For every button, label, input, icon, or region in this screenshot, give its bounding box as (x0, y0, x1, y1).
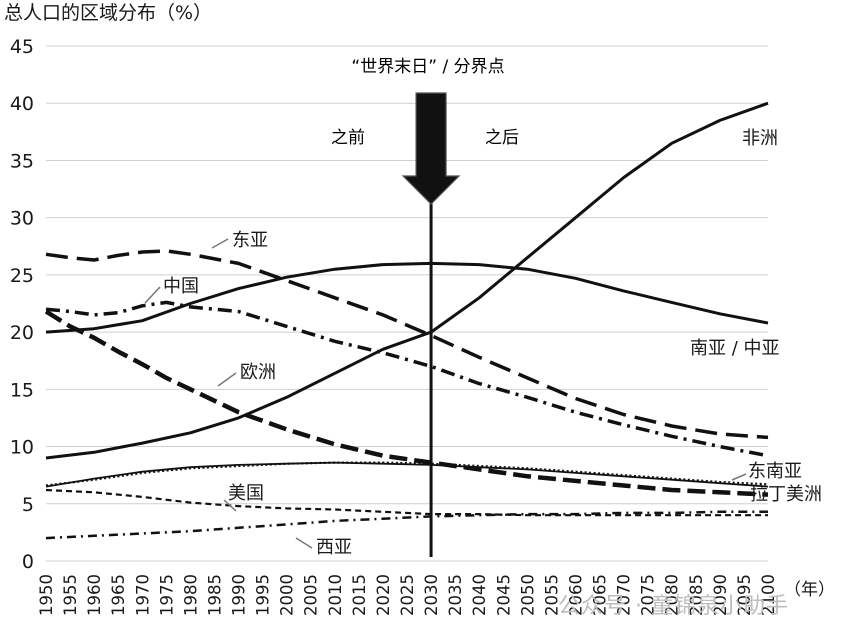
x-axis-unit-label: （年） (784, 580, 835, 600)
y-tick-label: 10 (10, 437, 34, 459)
x-tick-label: 1970 (133, 574, 152, 616)
before-label: 之前 (331, 128, 365, 148)
label-leader (144, 286, 161, 304)
label-leader (295, 537, 313, 549)
y-tick-label: 5 (22, 494, 34, 516)
y-tick-label: 25 (10, 265, 34, 287)
x-tick-label: 2100 (759, 574, 778, 616)
series-line-4 (44, 309, 769, 497)
x-tick-label: 2000 (278, 574, 297, 616)
x-tick-label: 2060 (566, 574, 585, 616)
y-tick-label: 0 (22, 551, 34, 573)
doomsday-marker: “世界末日” / 分界点 之前 之后 (331, 57, 519, 557)
x-tick-label: 1950 (37, 574, 56, 616)
watermark-text: 公众号 · 童锦泉小助手 (558, 594, 789, 619)
label-leader (217, 372, 237, 387)
y-tick-labels: 0 5 10 15 20 25 30 35 40 45 (10, 36, 34, 573)
x-tick-label: 2020 (374, 574, 393, 616)
series-line-5 (45, 461, 769, 488)
x-tick-label: 2015 (350, 574, 369, 616)
x-tick-label: 2005 (302, 574, 321, 616)
x-tick-label: 2030 (422, 574, 441, 616)
x-tick-label: 1960 (85, 574, 104, 616)
y-tick-label: 20 (10, 322, 34, 344)
x-tick-label: 2095 (735, 574, 754, 616)
marker-title: “世界末日” / 分界点 (351, 57, 504, 77)
series-label: 美国 (228, 483, 264, 504)
series-line-3 (45, 300, 769, 458)
series-label: 东南亚 (748, 461, 802, 482)
series-label: 拉丁美洲 (750, 484, 822, 505)
x-tick-label: 1985 (205, 574, 224, 616)
x-tick-label: 2025 (398, 574, 417, 616)
x-tick-labels: 1950 1955 1960 1965 1970 1975 1980 1985 1990 1995… (37, 574, 778, 616)
series-label: 非洲 (742, 128, 778, 149)
x-tick-label: 2045 (494, 574, 513, 616)
series-label: 东亚 (232, 230, 268, 251)
after-label: 之后 (485, 128, 519, 148)
series-line-0 (45, 101, 769, 460)
x-tick-label: 1975 (157, 574, 176, 616)
x-tick-label: 2070 (615, 574, 634, 616)
chart-title: 总人口的区域分布（%） (4, 2, 212, 24)
x-tick-label: 1990 (230, 574, 249, 616)
y-tick-label: 15 (10, 379, 34, 401)
y-tick-label: 30 (10, 208, 34, 230)
series-line-1 (45, 261, 769, 334)
label-leader (223, 499, 237, 512)
x-tick-label: 2065 (591, 574, 610, 616)
series-line-2 (45, 249, 769, 440)
label-leader (731, 473, 747, 481)
x-tick-label: 1955 (61, 574, 80, 616)
y-tick-label: 45 (10, 36, 34, 58)
label-leader (211, 238, 229, 249)
series-line-7 (45, 488, 768, 517)
x-tick-label: 1995 (254, 574, 273, 616)
down-arrow-icon (401, 92, 461, 205)
y-tick-label: 40 (10, 93, 34, 115)
gridlines (46, 45, 768, 562)
x-tick-label: 2035 (446, 574, 465, 616)
x-tick-label: 2090 (711, 574, 730, 616)
x-tick-label: 2050 (518, 574, 537, 616)
x-tick-label: 2010 (326, 574, 345, 616)
y-tick-label: 35 (10, 150, 34, 172)
series-label: 南亚 / 中亚 (690, 338, 780, 359)
series-label: 中国 (163, 276, 199, 297)
x-tick-label: 2085 (687, 574, 706, 616)
x-tick-label: 2080 (663, 574, 682, 616)
series-label: 欧洲 (240, 362, 276, 383)
x-tick-label: 1980 (181, 574, 200, 616)
x-tick-label: 1965 (109, 574, 128, 616)
x-tick-label: 2055 (542, 574, 561, 616)
series-lines (44, 101, 769, 540)
series-label: 西亚 (316, 537, 352, 558)
series-line-8 (45, 510, 768, 540)
x-tick-label: 2075 (639, 574, 658, 616)
series-line-6 (45, 461, 769, 487)
x-tick-label: 2040 (470, 574, 489, 616)
